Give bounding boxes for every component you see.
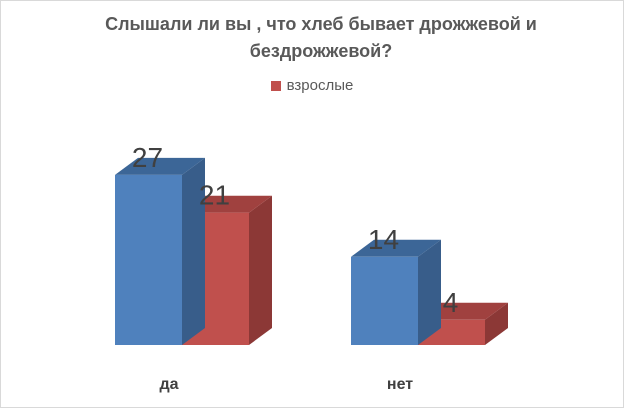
data-label-s0-1: 14 xyxy=(368,224,399,255)
data-label-s0-0: 27 xyxy=(132,142,163,173)
bar-side-s0-0 xyxy=(182,157,205,345)
category-label-0: да xyxy=(159,376,178,393)
data-label-s1-1: 4 xyxy=(443,287,459,318)
legend-label: взрослые xyxy=(286,77,354,94)
bar-side-s1-0 xyxy=(249,195,272,345)
bar-top-s0-0 xyxy=(115,157,205,175)
data-label-s1-0: 21 xyxy=(199,180,230,211)
bar-top-s0-1 xyxy=(351,239,441,257)
category-label-1: нет xyxy=(387,376,413,393)
bar-side-s1-1 xyxy=(485,302,508,345)
legend-swatch xyxy=(270,80,281,91)
legend: взрослые xyxy=(1,77,623,94)
bar-s0-1 xyxy=(351,256,418,345)
bar-side-s0-1 xyxy=(418,239,441,345)
chart-title: Слышали ли вы , что хлеб бывает дрожжево… xyxy=(105,14,537,61)
bar-s0-0 xyxy=(115,174,182,345)
